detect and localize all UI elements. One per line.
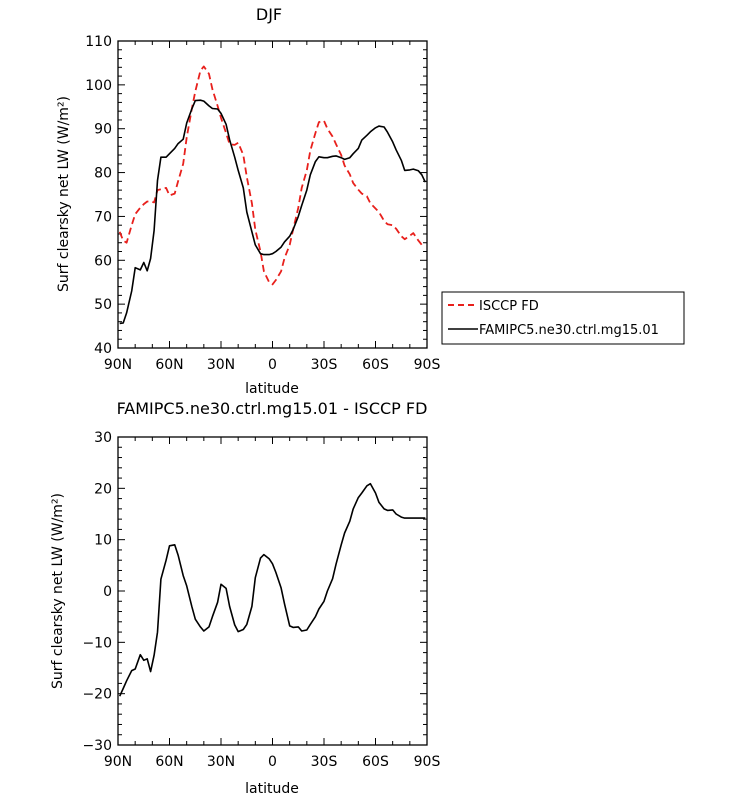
legend-label-famipc5: FAMIPC5.ne30.ctrl.mg15.01 (479, 323, 659, 338)
legend-box (441, 291, 685, 345)
top-chart-lines (118, 65, 427, 325)
top-chart-x-tick-label: 90N (104, 357, 132, 373)
bottom-chart-xlabel: latitude (245, 781, 299, 797)
top-chart-x-tick-label: 60N (155, 357, 183, 373)
bottom-chart-y-tick-label: 10 (94, 533, 112, 549)
bottom-chart-ylabel: Surf clearsky net LW (W/m²) (50, 493, 66, 689)
bottom-chart-y-tick-label: 20 (94, 481, 112, 497)
bottom-chart-y-tick-label: −10 (82, 635, 112, 651)
bottom-chart-x-tick-label: 30S (311, 754, 338, 770)
bottom-chart-y-tick-label: −20 (82, 687, 112, 703)
top-chart-y-tick-label: 100 (85, 78, 112, 94)
bottom-chart-y-tick-label: 30 (94, 430, 112, 446)
top-chart-y-tick-label: 60 (94, 253, 112, 269)
top-chart-x-tick-label: 60S (362, 357, 389, 373)
top-chart-x-tick-label: 90S (414, 357, 441, 373)
top-chart-y-tick-label: 80 (94, 166, 112, 182)
top-chart-series-isccp-fd-line (118, 65, 426, 286)
bottom-chart-x-tick-label: 60S (362, 754, 389, 770)
top-chart-x-tick-label: 30S (311, 357, 338, 373)
legend: ISCCP FD FAMIPC5.ne30.ctrl.mg15.01 (441, 291, 685, 345)
top-chart-series-famipc5-ne30-ctrl-mg15-01-line (119, 99, 427, 325)
top-chart-xlabel: latitude (245, 381, 299, 397)
bottom-chart-frame (117, 436, 428, 746)
top-chart-y-tick-label: 50 (94, 297, 112, 313)
bottom-chart-axes: 90N 60N 30N 0 30S 60S 90S −30 −20 −10 0 10 20 30 (82, 430, 440, 770)
top-chart-x-tick-label: 0 (268, 357, 277, 373)
legend-label-isccp: ISCCP FD (479, 299, 539, 314)
top-chart-y-tick-label: 40 (94, 341, 112, 357)
bottom-chart-x-tick-label: 90S (414, 754, 441, 770)
top-chart: DJF Surf clearsky net LW (W/m²) latitude… (56, 5, 440, 397)
bottom-chart-lines (118, 482, 426, 697)
bottom-chart-y-tick-label: −30 (82, 738, 112, 754)
bottom-chart-series-difference-line (118, 482, 426, 697)
bottom-chart-title: FAMIPC5.ne30.ctrl.mg15.01 - ISCCP FD (117, 399, 428, 418)
top-chart-frame (117, 40, 428, 349)
top-chart-title: DJF (256, 5, 282, 24)
top-chart-y-tick-label: 70 (94, 209, 112, 225)
bottom-chart-y-tick-label: 0 (103, 584, 112, 600)
top-chart-y-tick-label: 90 (94, 122, 112, 138)
bottom-chart-x-tick-label: 60N (155, 754, 183, 770)
bottom-chart-x-tick-label: 30N (207, 754, 235, 770)
top-chart-y-tick-label: 110 (85, 34, 112, 50)
top-chart-axes: 90N 60N 30N 0 30S 60S 90S 40 50 60 70 80 90 100 110 (85, 34, 440, 373)
bottom-chart-x-tick-label: 0 (268, 754, 277, 770)
top-chart-ylabel: Surf clearsky net LW (W/m²) (56, 96, 72, 292)
bottom-chart-x-tick-label: 90N (104, 754, 132, 770)
bottom-chart: FAMIPC5.ne30.ctrl.mg15.01 - ISCCP FD Sur… (50, 399, 440, 797)
top-chart-x-tick-label: 30N (207, 357, 235, 373)
